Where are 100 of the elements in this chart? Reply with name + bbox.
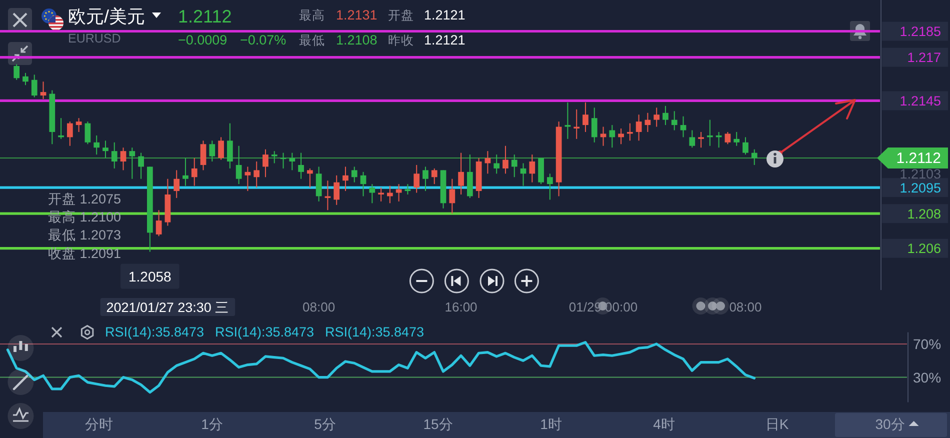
candlestick	[600, 126, 606, 146]
candlestick	[636, 114, 642, 142]
y-tick-label: 1.217	[907, 50, 941, 66]
annotation: RSI(14):35.8473	[105, 324, 204, 340]
text: 1分	[201, 416, 223, 432]
annotation: 开盘	[388, 8, 414, 22]
candlestick	[724, 131, 731, 145]
candlestick	[431, 168, 438, 185]
annotation: 1.2058	[128, 268, 172, 284]
annotation: 收盘 1.2091	[48, 246, 122, 261]
annotation: −0.0009	[178, 32, 228, 48]
candlestick	[94, 134, 100, 156]
candlestick	[360, 171, 366, 197]
candlestick	[191, 158, 198, 186]
candlestick	[369, 184, 376, 204]
annotation: 昨收	[388, 34, 414, 48]
x-tick-label: 16:00	[444, 300, 478, 314]
annotation: 最低 1.2073	[48, 227, 122, 242]
candlestick	[546, 173, 553, 200]
candlestick	[324, 180, 331, 211]
candlestick	[174, 170, 180, 198]
y-tick-label: 1.208	[907, 206, 941, 222]
candlestick	[236, 145, 242, 185]
candlestick	[182, 158, 188, 186]
text: 2021/01/27 23:30 三	[106, 300, 230, 315]
candlestick	[689, 130, 696, 148]
candlestick	[254, 160, 260, 188]
candlestick	[396, 184, 402, 202]
candlestick	[289, 152, 296, 171]
candlestick	[529, 154, 536, 183]
candlestick	[271, 150, 278, 164]
candlestick	[502, 145, 508, 174]
y-tick-label: 70%	[913, 336, 942, 352]
candlestick	[484, 150, 491, 174]
annotation: 最高	[299, 8, 325, 22]
candlestick	[66, 121, 73, 146]
candlestick	[449, 178, 456, 214]
candlestick	[306, 168, 313, 188]
candlestick	[226, 122, 233, 169]
candlestick	[200, 140, 206, 171]
candlestick	[458, 152, 464, 195]
candlestick	[582, 102, 588, 132]
candlestick	[102, 140, 108, 159]
candlestick	[591, 107, 598, 143]
candlestick	[76, 118, 82, 132]
x-tick-label: 08:00	[729, 300, 762, 314]
y-tick-label: 1.2145	[900, 94, 941, 109]
y-tick-label: 1.2112	[896, 150, 941, 168]
candlestick	[31, 74, 38, 98]
candlestick	[351, 166, 358, 183]
annotation: 1.2121	[424, 32, 466, 48]
x-tick-label: 08:00	[302, 300, 336, 314]
candlestick	[262, 148, 268, 178]
candlestick	[680, 116, 686, 138]
candlestick	[654, 107, 660, 128]
text: 日K	[765, 416, 790, 432]
y-tick-label: 1.2103	[900, 166, 941, 182]
candlestick	[662, 105, 668, 126]
candlestick	[751, 148, 758, 166]
annotation: 开盘 1.2075	[48, 192, 122, 207]
annotation: 1.2131	[336, 8, 378, 22]
annotation: RSI(14):35.8473	[215, 324, 314, 340]
text: 5分	[314, 416, 336, 432]
chart-title: 欧元/美元	[68, 6, 146, 26]
candlestick	[111, 142, 118, 169]
candlestick	[218, 136, 224, 160]
candlestick	[609, 124, 616, 148]
candlestick	[138, 152, 144, 180]
candlestick	[334, 174, 340, 206]
candlestick	[280, 152, 286, 169]
candlestick	[644, 112, 651, 132]
annotation: 1.2108	[336, 32, 378, 48]
candlestick	[564, 102, 571, 140]
candlestick	[129, 147, 136, 180]
candlestick	[316, 166, 322, 202]
x-tick-label: 01/29 00:00	[568, 300, 638, 314]
candlestick	[734, 131, 740, 146]
annotation: 最低	[299, 34, 325, 48]
annotation: −0.07%	[240, 32, 286, 48]
y-tick-label: 1.2095	[900, 180, 941, 196]
candlestick	[618, 128, 624, 145]
candlestick	[671, 110, 678, 131]
text: EURUSD	[68, 32, 121, 46]
candlestick	[298, 152, 304, 180]
candlestick	[40, 81, 46, 100]
candlestick	[414, 164, 420, 194]
candlestick	[698, 131, 704, 148]
annotation: 1.2121	[424, 8, 466, 22]
y-tick-label: 1.2185	[900, 24, 941, 40]
candlestick	[494, 154, 500, 174]
candlestick	[422, 166, 428, 192]
candlestick	[511, 154, 518, 178]
text: 4时	[653, 416, 675, 432]
y-tick-label: 30%	[913, 369, 942, 386]
text: 1时	[540, 416, 562, 432]
text: 15分	[423, 416, 453, 432]
y-tick-label: 1.206	[907, 241, 941, 256]
text: 分时	[85, 416, 113, 432]
candlestick	[14, 64, 20, 80]
candlestick	[742, 136, 748, 156]
